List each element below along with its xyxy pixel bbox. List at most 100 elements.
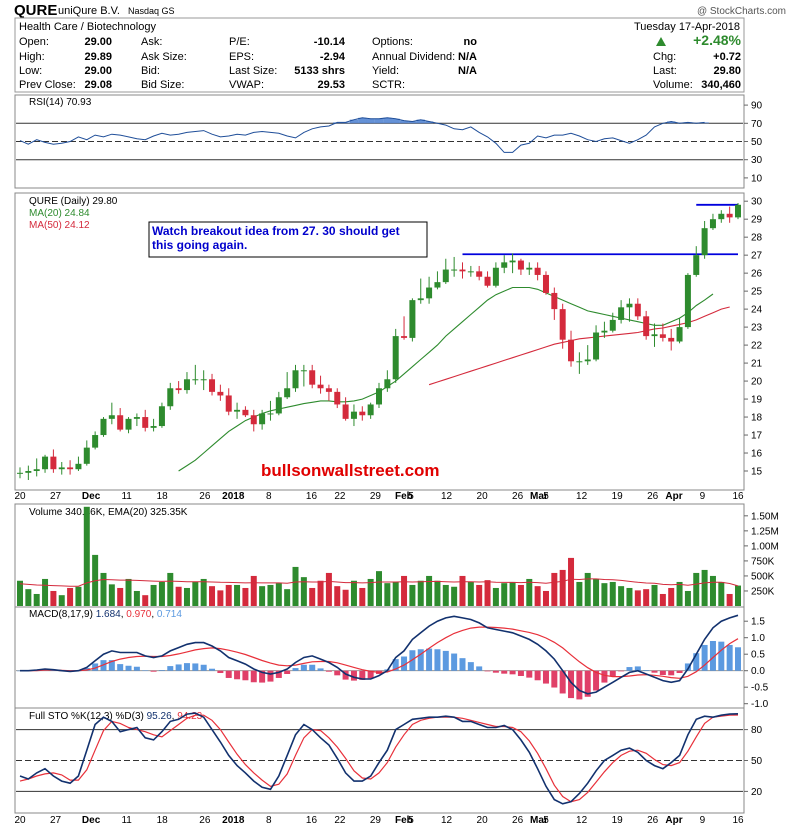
macd-histogram-bar xyxy=(709,641,716,671)
candle-body xyxy=(693,255,700,275)
candle-body xyxy=(167,388,174,407)
ma20-legend: MA(20) 24.84 xyxy=(29,208,90,219)
macd-histogram-bar xyxy=(108,660,115,671)
price-x-tick-label: Feb xyxy=(395,491,413,502)
bottom-x-tick-label: 11 xyxy=(121,815,132,826)
bottom-x-tick-label: 16 xyxy=(732,815,744,826)
bid-size-label: Bid Size: xyxy=(141,79,184,91)
macd-histogram-bar xyxy=(401,656,408,671)
volume-bar xyxy=(292,566,299,606)
candle-body xyxy=(100,418,107,436)
bottom-x-tick-label: Feb xyxy=(395,815,413,826)
macd-histogram-bar xyxy=(250,670,257,683)
bottom-x-tick-label: 22 xyxy=(334,815,346,826)
sto-legend-value-d: 94.23 xyxy=(177,711,202,722)
candle-body xyxy=(117,415,124,430)
volume-bar xyxy=(534,586,541,606)
rsi-overbought-fill xyxy=(383,117,392,124)
volume-bar xyxy=(200,578,207,606)
macd-histogram-bar xyxy=(133,666,140,671)
bottom-x-tick-label: 27 xyxy=(50,815,62,826)
sto-legend: Full STO %K(12,3) %D(3) 95.26, 94.23 xyxy=(29,711,203,722)
volume-bar xyxy=(384,583,391,606)
eps-value: -2.94 xyxy=(320,51,346,63)
volume-bar xyxy=(417,580,424,606)
macd-legend-value-hist: 0.714 xyxy=(157,609,182,620)
macd-histogram-bar xyxy=(167,666,174,671)
macd-histogram-bar xyxy=(718,641,725,671)
macd-histogram-bar xyxy=(150,670,157,672)
candle-body xyxy=(492,267,499,286)
rsi-overbought-fill xyxy=(391,118,400,124)
price-x-tick-label: 20 xyxy=(14,491,26,502)
price-tick-label: 20 xyxy=(751,377,763,388)
macd-histogram-bar xyxy=(684,663,691,671)
candle-body xyxy=(434,282,441,288)
candle-body xyxy=(668,337,675,342)
candle-body xyxy=(359,411,366,416)
volume-bar xyxy=(100,572,107,606)
candle-body xyxy=(484,276,491,286)
volume-bar xyxy=(576,581,583,606)
price-tick-label: 17 xyxy=(751,431,763,442)
macd-histogram-bar xyxy=(668,670,675,676)
company-name: uniQure B.V. xyxy=(58,5,120,17)
candle-body xyxy=(50,456,57,470)
volume-bar xyxy=(593,578,600,606)
candle-body xyxy=(726,213,733,218)
price-x-tick-label: 12 xyxy=(441,491,453,502)
candle-body xyxy=(259,413,266,425)
volume-bar xyxy=(568,557,575,606)
rsi-legend: RSI(14) 70.93 xyxy=(29,97,92,108)
candle-body xyxy=(501,262,508,268)
macd-histogram-bar xyxy=(568,670,575,699)
price-tick-label: 23 xyxy=(751,323,763,334)
price-tick-label: 24 xyxy=(751,305,763,316)
volume-bar xyxy=(259,586,266,606)
macd-tick-label: 1.0 xyxy=(751,633,765,644)
volume-tick-label: 250K xyxy=(751,586,775,597)
price-x-tick-label: 27 xyxy=(50,491,62,502)
ticker-symbol: QURE xyxy=(14,2,57,19)
rsi-overbought-fill xyxy=(366,118,375,124)
candle-body xyxy=(651,334,658,337)
sto-tick-label: 20 xyxy=(751,787,763,798)
open-label: Open: xyxy=(19,36,49,48)
macd-histogram-bar xyxy=(192,663,199,671)
volume-bar xyxy=(25,589,32,606)
candle-body xyxy=(417,298,424,301)
candle-body xyxy=(534,267,541,275)
up-triangle-icon xyxy=(656,37,666,46)
bottom-x-tick-label: Dec xyxy=(82,815,101,826)
volume-bar xyxy=(242,587,249,606)
candle-body xyxy=(476,271,483,277)
volume-bar xyxy=(367,578,374,606)
macd-histogram-bar xyxy=(492,670,499,673)
macd-histogram-bar xyxy=(726,644,733,671)
candle-body xyxy=(542,274,549,293)
price-tick-label: 29 xyxy=(751,215,763,226)
ask-label: Ask: xyxy=(141,36,162,48)
bottom-x-tick-label: 2018 xyxy=(222,815,245,826)
bottom-x-tick-label: 8 xyxy=(266,815,272,826)
candle-body xyxy=(626,303,633,308)
candle-body xyxy=(342,404,349,419)
volume-bar xyxy=(275,583,282,606)
volume-bar xyxy=(376,571,382,606)
vwap-label: VWAP: xyxy=(229,79,264,91)
volume-bar xyxy=(501,583,508,606)
price-x-tick-label: 19 xyxy=(612,491,624,502)
eps-label: EPS: xyxy=(229,51,254,63)
macd-histogram-bar xyxy=(309,664,316,671)
candle-body xyxy=(676,327,683,342)
volume-bar xyxy=(726,593,733,606)
macd-histogram-bar xyxy=(559,670,566,694)
macd-histogram-bar xyxy=(735,647,741,671)
price-panel xyxy=(14,192,745,491)
candle-body xyxy=(376,388,382,405)
rsi-tick-label: 90 xyxy=(751,101,763,112)
candle-body xyxy=(392,336,399,380)
volume-bar xyxy=(225,584,232,606)
bottom-x-tick-label: Apr xyxy=(665,815,682,826)
header-box xyxy=(14,17,745,93)
